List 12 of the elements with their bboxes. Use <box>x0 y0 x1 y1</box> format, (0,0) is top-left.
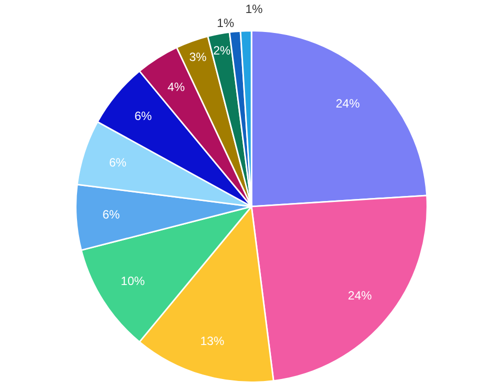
data-label: 4% <box>167 80 186 94</box>
data-label: 10% <box>120 274 146 288</box>
data-label: 1% <box>216 16 235 30</box>
data-label: 6% <box>102 208 120 222</box>
data-label: 13% <box>200 334 225 348</box>
data-label: 24% <box>336 96 360 110</box>
data-label: 3% <box>189 50 207 64</box>
data-label: 24% <box>348 288 372 302</box>
data-label: 2% <box>213 43 231 58</box>
data-label: 1% <box>245 2 263 16</box>
data-label: 6% <box>109 155 127 170</box>
data-label: 6% <box>134 109 152 124</box>
